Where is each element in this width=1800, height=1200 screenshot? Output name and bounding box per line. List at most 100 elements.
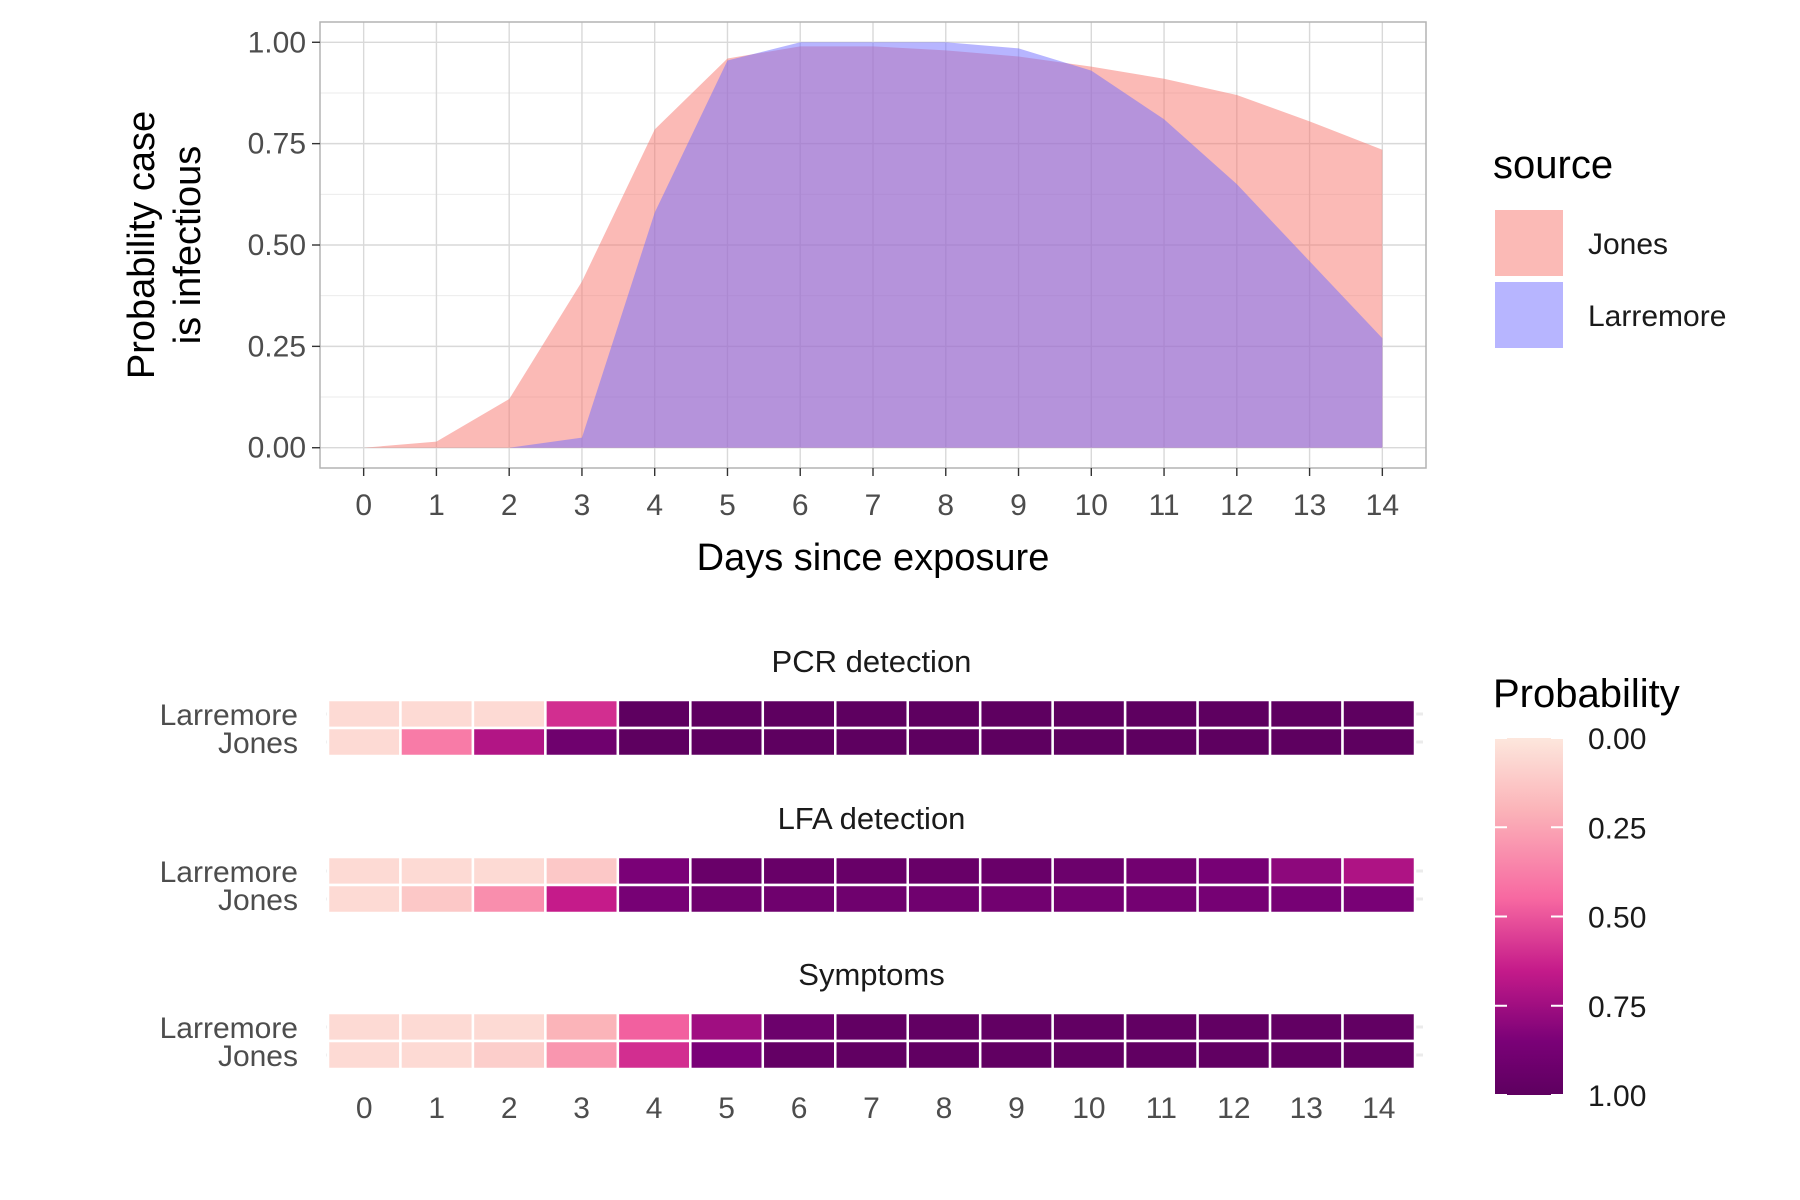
heatmap-x-tick-label: 1 bbox=[428, 1092, 445, 1125]
heatmap-cell bbox=[834, 698, 909, 730]
heatmap-cell bbox=[1341, 883, 1417, 915]
heatmap-cell bbox=[834, 1039, 909, 1071]
heatmap-cell bbox=[761, 726, 837, 758]
heatmap-cell bbox=[689, 883, 765, 915]
heatmap-cell bbox=[399, 855, 475, 887]
heatmap-cell bbox=[616, 726, 692, 758]
colorbar-tick-label: 1.00 bbox=[1588, 1080, 1646, 1113]
x-tick-label: 11 bbox=[1148, 489, 1179, 522]
x-tick-label: 6 bbox=[792, 489, 809, 522]
y-tick-label: 0.50 bbox=[248, 229, 306, 262]
heatmap-x-tick-label: 5 bbox=[718, 1092, 735, 1125]
row-label: Larremore bbox=[160, 1012, 298, 1045]
heatmap-cell bbox=[471, 855, 547, 887]
heatmap-cell bbox=[1051, 883, 1127, 915]
panel-title: PCR detection bbox=[772, 644, 972, 679]
heatmap-cell bbox=[761, 698, 837, 730]
x-tick-label: 2 bbox=[501, 489, 518, 522]
heatmap-cell bbox=[544, 726, 620, 758]
x-tick-label: 9 bbox=[1010, 489, 1027, 522]
y-axis-title: Probability case is infectious bbox=[121, 111, 209, 379]
heatmap-cell bbox=[1123, 1011, 1199, 1043]
heatmap-cell bbox=[761, 1011, 837, 1043]
heatmap-cell bbox=[616, 883, 692, 915]
heatmap-cell bbox=[1268, 855, 1344, 887]
heatmap-cell bbox=[1123, 855, 1199, 887]
heatmap-cell bbox=[1196, 855, 1272, 887]
heatmap-cell bbox=[1123, 883, 1199, 915]
heatmap-cell bbox=[761, 1039, 837, 1071]
colorbar-tick-label: 0.50 bbox=[1588, 902, 1646, 935]
colorbar-tick-label: 0.75 bbox=[1588, 991, 1646, 1024]
heatmap-x-tick-label: 6 bbox=[791, 1092, 808, 1125]
x-tick-label: 1 bbox=[428, 489, 445, 522]
heatmap-cell bbox=[1341, 698, 1417, 730]
heatmap-cell bbox=[1051, 1039, 1127, 1071]
heatmap-cell bbox=[761, 883, 837, 915]
heatmap-cell bbox=[399, 726, 475, 758]
heatmap-cell bbox=[471, 883, 547, 915]
legend-key-jones bbox=[1495, 210, 1563, 276]
heatmap-cell bbox=[326, 883, 402, 915]
heatmap-cell bbox=[1051, 855, 1127, 887]
panel-title: LFA detection bbox=[778, 801, 966, 836]
heatmap-cell bbox=[616, 1011, 692, 1043]
heatmap-x-tick-label: 7 bbox=[863, 1092, 880, 1125]
y-tick-label: 1.00 bbox=[248, 26, 306, 59]
heatmap-cell bbox=[906, 855, 982, 887]
heatmap-x-tick-label: 8 bbox=[936, 1092, 953, 1125]
heatmap-cell bbox=[326, 1011, 402, 1043]
heatmap-cell bbox=[399, 1011, 475, 1043]
heatmap-cell bbox=[471, 1039, 547, 1071]
legend-key-larremore bbox=[1495, 282, 1563, 348]
heatmap-cell bbox=[471, 698, 547, 730]
x-tick-label: 0 bbox=[355, 489, 372, 522]
x-tick-label: 12 bbox=[1220, 489, 1253, 522]
heatmap-cell bbox=[326, 855, 402, 887]
heatmap-cell bbox=[1341, 726, 1417, 758]
y-axis-title-line-2: is infectious bbox=[167, 146, 209, 345]
x-tick-label: 4 bbox=[646, 489, 663, 522]
heatmap-cell bbox=[689, 1039, 765, 1071]
heatmap-cell bbox=[326, 1039, 402, 1071]
infectious-area-chart: 0.000.250.500.751.00 0 1 2 3 4 5 6 7 8 9 10 11 12 13 1… bbox=[121, 21, 1427, 579]
heatmap-cell bbox=[978, 726, 1054, 758]
heatmap-cell bbox=[1268, 883, 1344, 915]
heatmap-x-tick-labels: 0 1 2 3 4 5 6 7 8 9 10 11 12 13 14 bbox=[356, 1092, 1396, 1125]
y-tick-label: 0.25 bbox=[248, 330, 306, 363]
x-tick-label: 10 bbox=[1075, 489, 1108, 522]
heatmap-cell bbox=[978, 855, 1054, 887]
heatmap-x-tick-label: 11 bbox=[1146, 1092, 1177, 1125]
x-tick-label: 13 bbox=[1293, 489, 1326, 522]
heatmap-cell bbox=[1196, 1011, 1272, 1043]
heatmap-x-tick-label: 9 bbox=[1008, 1092, 1025, 1125]
heatmap-cell bbox=[544, 1039, 620, 1071]
heatmap-x-tick-label: 13 bbox=[1290, 1092, 1323, 1125]
heatmap-cell bbox=[1196, 698, 1272, 730]
heatmap-cell bbox=[1196, 883, 1272, 915]
x-tick-label: 7 bbox=[865, 489, 882, 522]
source-legend-title: source bbox=[1493, 143, 1613, 187]
heatmap-cell bbox=[1268, 726, 1344, 758]
heatmap-x-tick-label: 12 bbox=[1217, 1092, 1250, 1125]
row-label: Jones bbox=[218, 727, 298, 760]
heatmap-cell bbox=[326, 726, 402, 758]
heatmap-cell bbox=[616, 1039, 692, 1071]
heatmap-cell bbox=[1268, 1011, 1344, 1043]
heatmap-cell bbox=[1341, 1011, 1417, 1043]
x-tick-label: 14 bbox=[1366, 489, 1399, 522]
area-x-tick-labels: 0 1 2 3 4 5 6 7 8 9 10 11 12 13 14 bbox=[355, 468, 1399, 522]
heatmap-x-tick-label: 2 bbox=[501, 1092, 518, 1125]
heatmap-cell bbox=[906, 1011, 982, 1043]
heatmap-cell bbox=[906, 726, 982, 758]
area-larremore bbox=[363, 42, 1383, 448]
heatmap-x-tick-label: 4 bbox=[646, 1092, 663, 1125]
panel-title: Symptoms bbox=[798, 957, 944, 992]
heatmap-cell bbox=[544, 855, 620, 887]
area-series bbox=[363, 42, 1383, 448]
heatmap-cell bbox=[689, 855, 765, 887]
heatmap-cell bbox=[1268, 1039, 1344, 1071]
heatmap-x-tick-label: 3 bbox=[573, 1092, 590, 1125]
